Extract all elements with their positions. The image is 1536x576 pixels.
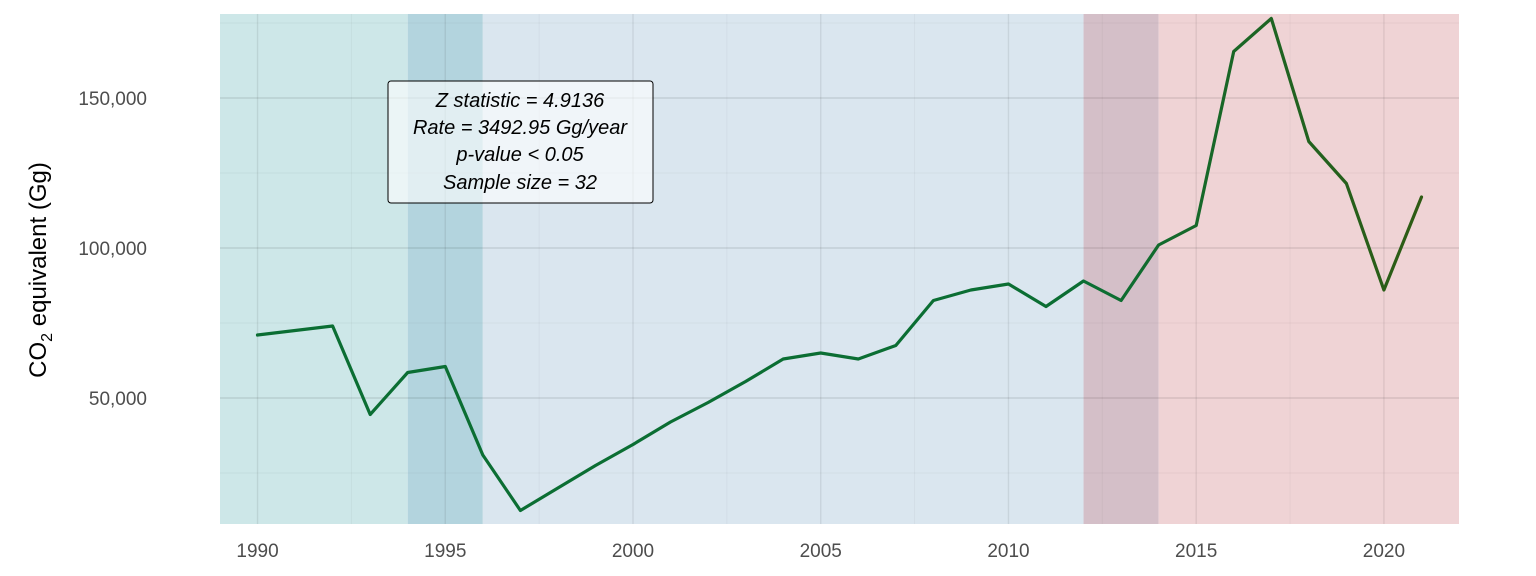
annotation-p-value: p-value < 0.05 xyxy=(455,144,584,166)
series-line xyxy=(255,16,1424,513)
annotation-sample-size: Sample size = 32 xyxy=(443,172,597,194)
period-band-1 xyxy=(220,14,408,524)
x-tick-label: 1995 xyxy=(424,541,466,562)
x-tick-label: 2015 xyxy=(1175,541,1217,562)
annotation-z-statistic: Z statistic = 4.9136 xyxy=(435,90,605,112)
y-axis-label-suffix: equivalent (Gg) xyxy=(25,162,52,333)
x-tick-label: 2000 xyxy=(612,541,654,562)
x-tick-label: 2010 xyxy=(987,541,1029,562)
y-axis-label-prefix: CO xyxy=(25,342,52,378)
y-tick-label: 100,000 xyxy=(78,239,147,260)
y-axis-ticks: 50,000 100,000 150,000 xyxy=(78,89,147,410)
x-axis-ticks: 1990 1995 2000 2005 2010 2015 2020 xyxy=(236,541,1405,562)
x-tick-label: 1990 xyxy=(236,541,278,562)
x-tick-label: 2005 xyxy=(800,541,842,562)
y-axis-label-subscript: 2 xyxy=(39,333,56,342)
period-band-4 xyxy=(1083,14,1159,524)
y-tick-label: 50,000 xyxy=(89,389,147,410)
annotation-rate: Rate = 3492.95 Gg/year xyxy=(413,117,628,139)
stats-annotation: Z statistic = 4.9136 Rate = 3492.95 Gg/y… xyxy=(387,80,654,204)
annotation-box xyxy=(387,80,654,204)
y-tick-label: 150,000 xyxy=(78,89,147,110)
period-band-5 xyxy=(1158,14,1459,524)
x-tick-label: 2020 xyxy=(1363,541,1405,562)
y-axis-label: CO2 equivalent (Gg) xyxy=(25,162,56,378)
